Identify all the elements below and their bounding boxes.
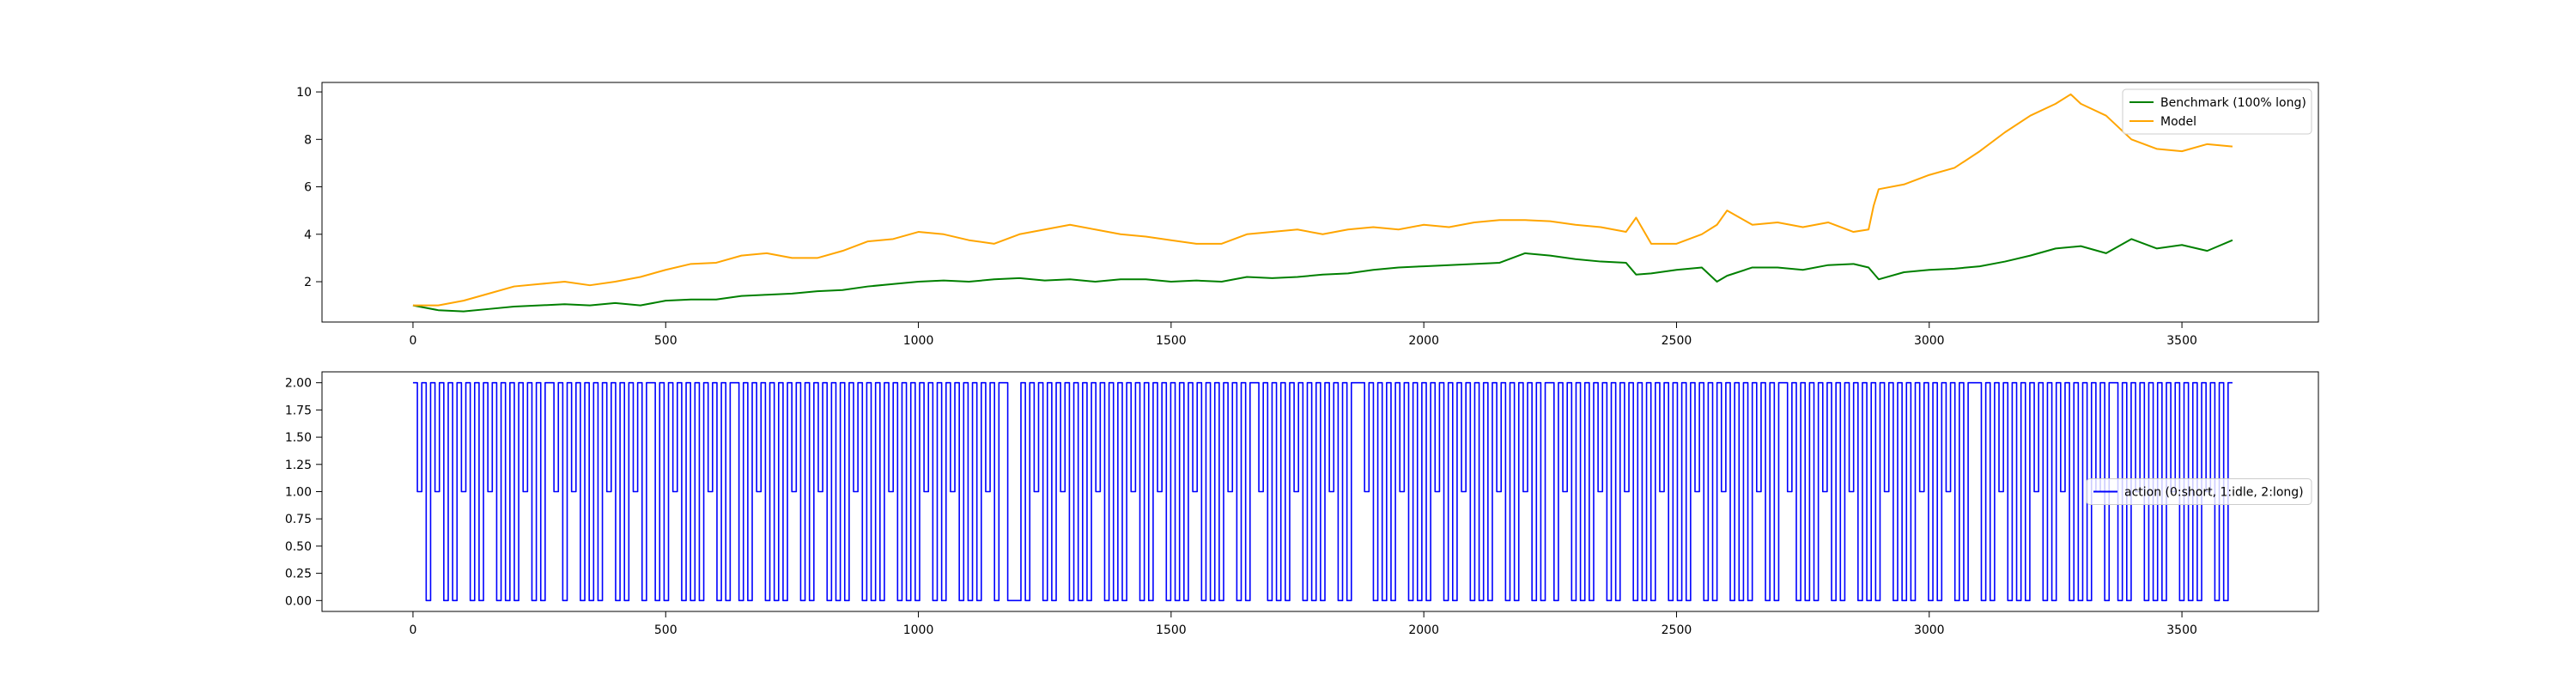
x-tick-label: 2000 — [1408, 334, 1439, 348]
legend-label: Model — [2160, 115, 2196, 129]
legend-box — [2122, 88, 2312, 135]
x-tick-label: 0 — [409, 334, 416, 348]
y-tick-label: 1.50 — [285, 431, 312, 445]
x-tick-label: 3500 — [2166, 334, 2197, 348]
y-tick-label: 6 — [304, 181, 312, 195]
legend-label: action (0:short, 1:idle, 2:long) — [2124, 486, 2304, 500]
y-tick-label: 2 — [304, 276, 312, 289]
x-tick-label: 500 — [654, 334, 677, 348]
axes-frame — [321, 82, 2319, 323]
y-tick-label: 0.25 — [285, 568, 312, 581]
y-tick-label: 8 — [304, 133, 312, 147]
series-line-1 — [412, 93, 2233, 307]
y-tick-label: 0.50 — [285, 540, 312, 554]
series-line-0 — [412, 238, 2233, 313]
y-tick-label: 1.75 — [285, 404, 312, 417]
y-tick-label: 0.75 — [285, 513, 312, 526]
bottom-plot-panel: 0 500 1000 1500 2000 2500 3000 3500 0.00 0.25 0.50… — [285, 371, 2319, 637]
x-tick-label: 0 — [409, 623, 416, 637]
x-tick-label: 1000 — [903, 334, 934, 348]
legend-box — [2086, 478, 2312, 505]
legend-label: Benchmark (100% long) — [2160, 96, 2306, 110]
y-tick-label: 10 — [296, 86, 312, 100]
x-tick-label: 1500 — [1156, 334, 1187, 348]
x-tick-label: 3500 — [2166, 623, 2197, 637]
y-tick-label: 0.00 — [285, 594, 312, 608]
legend: action (0:short, 1:idle, 2:long) — [2086, 478, 2312, 505]
x-tick-label: 2500 — [1662, 623, 1692, 637]
legend: Benchmark (100% long) Model — [2122, 88, 2312, 135]
y-tick-label: 1.25 — [285, 459, 312, 472]
top-plot-panel: 0 500 1000 1500 2000 2500 3000 3500 2 4 6 8 10 Benchm… — [296, 82, 2319, 348]
x-tick-label: 3000 — [1914, 334, 1945, 348]
y-tick-label: 2.00 — [285, 377, 312, 391]
series-line-0 — [412, 381, 2233, 602]
x-tick-label: 500 — [654, 623, 677, 637]
x-tick-label: 3000 — [1914, 623, 1945, 637]
y-tick-label: 1.00 — [285, 486, 312, 500]
x-tick-label: 2000 — [1408, 623, 1439, 637]
y-tick-label: 4 — [304, 228, 312, 242]
x-tick-label: 2500 — [1662, 334, 1692, 348]
x-tick-label: 1000 — [903, 623, 934, 637]
x-tick-label: 1500 — [1156, 623, 1187, 637]
